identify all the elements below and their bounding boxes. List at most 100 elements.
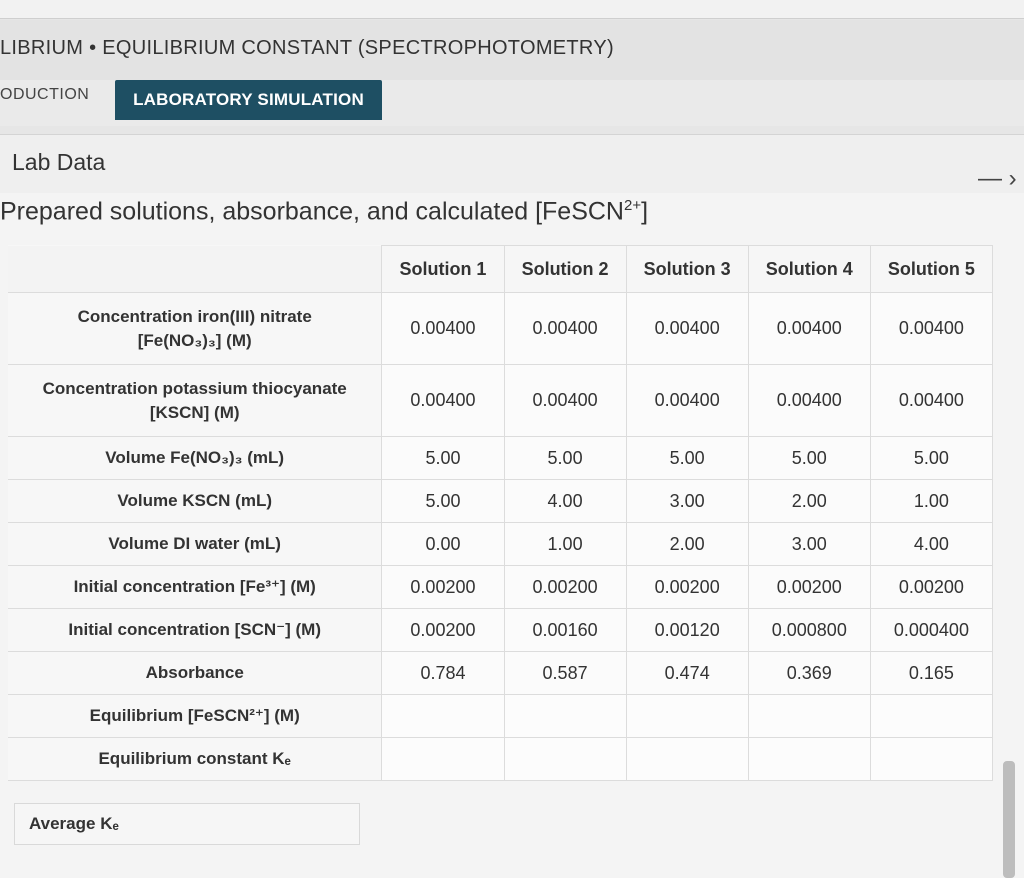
input-cell[interactable] bbox=[625, 694, 749, 738]
input-cell[interactable] bbox=[381, 694, 505, 738]
table-row: Equilibrium [FeSCN²⁺] (M) bbox=[8, 694, 994, 738]
table-row: Initial concentration [SCN⁻] (M) 0.00200 0… bbox=[8, 608, 994, 652]
lab-data-table-wrap: Solution 1 Solution 2 Solution 3 Solutio… bbox=[8, 245, 1008, 781]
value-cell: 0.00200 bbox=[503, 565, 627, 609]
row-label-sub: [Fe(NO₃)₃] (M) bbox=[137, 330, 252, 350]
input-cell[interactable] bbox=[747, 737, 871, 781]
average-kc-box[interactable]: Average Kₑ bbox=[14, 803, 360, 845]
value-cell: 0.587 bbox=[503, 651, 627, 695]
scrollbar[interactable] bbox=[1003, 761, 1015, 878]
value-cell: 0.00400 bbox=[747, 292, 871, 365]
header-corner bbox=[8, 245, 383, 293]
table-row: Volume Fe(NO₃)₃ (mL) 5.00 5.00 5.00 5.00 5.00 bbox=[8, 436, 994, 480]
row-label: Initial concentration [Fe³⁺] (M) bbox=[8, 565, 383, 609]
lab-data-panel: Lab Data — › Prepared solutions, absorba… bbox=[0, 134, 1024, 878]
value-cell: 5.00 bbox=[625, 436, 749, 480]
input-cell[interactable] bbox=[503, 694, 627, 738]
table-row: Equilibrium constant Kₑ bbox=[8, 737, 994, 781]
value-cell: 5.00 bbox=[381, 479, 505, 523]
value-cell: 0.00200 bbox=[381, 608, 505, 652]
value-cell: 1.00 bbox=[503, 522, 627, 566]
table-row: Volume DI water (mL) 0.00 1.00 2.00 3.00 4.00 bbox=[8, 522, 994, 566]
row-label: Absorbance bbox=[8, 651, 383, 695]
value-cell: 0.00 bbox=[381, 522, 505, 566]
table-body: Concentration iron(III) nitrate [Fe(NO₃)₃… bbox=[8, 292, 994, 781]
tab-introduction[interactable]: ODUCTION bbox=[0, 86, 90, 103]
value-cell: 4.00 bbox=[503, 479, 627, 523]
value-cell: 1.00 bbox=[869, 479, 994, 523]
row-label-main: Volume Fe(NO₃)₃ (mL) bbox=[105, 448, 285, 467]
row-label: Equilibrium constant Kₑ bbox=[8, 737, 383, 781]
page-title: LIBRIUM • EQUILIBRIUM CONSTANT (SPECTROP… bbox=[0, 37, 614, 59]
value-cell: 2.00 bbox=[625, 522, 749, 566]
row-label-main: Equilibrium [FeSCN²⁺] (M) bbox=[89, 706, 300, 725]
value-cell: 0.00200 bbox=[869, 565, 994, 609]
top-strip bbox=[0, 0, 1024, 19]
value-cell: 0.00200 bbox=[381, 565, 505, 609]
value-cell: 0.000800 bbox=[747, 608, 871, 652]
value-cell: 0.00400 bbox=[869, 292, 994, 365]
input-cell[interactable] bbox=[381, 737, 505, 781]
value-cell: 0.00400 bbox=[747, 364, 871, 437]
value-cell: 0.00400 bbox=[625, 292, 749, 365]
value-cell: 4.00 bbox=[869, 522, 994, 566]
input-cell[interactable] bbox=[503, 737, 627, 781]
value-cell: 0.00160 bbox=[503, 608, 627, 652]
column-header-solution-1: Solution 1 bbox=[381, 245, 505, 293]
row-label: Initial concentration [SCN⁻] (M) bbox=[8, 608, 383, 652]
value-cell: 0.474 bbox=[625, 651, 749, 695]
value-cell: 0.369 bbox=[747, 651, 871, 695]
collapse-icon[interactable]: — › bbox=[978, 165, 1017, 192]
value-cell: 0.00400 bbox=[503, 292, 627, 365]
value-cell: 5.00 bbox=[503, 436, 627, 480]
value-cell: 5.00 bbox=[869, 436, 994, 480]
column-header-solution-5: Solution 5 bbox=[869, 245, 994, 293]
title-bar: LIBRIUM • EQUILIBRIUM CONSTANT (SPECTROP… bbox=[0, 20, 1024, 80]
value-cell: 0.00200 bbox=[625, 565, 749, 609]
lab-data-table: Solution 1 Solution 2 Solution 3 Solutio… bbox=[8, 245, 994, 781]
input-cell[interactable] bbox=[747, 694, 871, 738]
value-cell: 0.00400 bbox=[381, 292, 505, 365]
average-kc-label: Average Kₑ bbox=[29, 814, 119, 833]
table-row: Absorbance 0.784 0.587 0.474 0.369 0.165 bbox=[8, 651, 994, 695]
row-label: Volume Fe(NO₃)₃ (mL) bbox=[8, 436, 383, 480]
row-label-sub: [KSCN] (M) bbox=[149, 402, 240, 422]
row-label-main: Concentration iron(III) nitrate bbox=[77, 306, 312, 326]
column-header-solution-3: Solution 3 bbox=[625, 245, 749, 293]
input-cell[interactable] bbox=[869, 737, 994, 781]
row-label-main: Absorbance bbox=[145, 663, 244, 682]
section-subtitle: Prepared solutions, absorbance, and calc… bbox=[0, 197, 649, 226]
value-cell: 3.00 bbox=[747, 522, 871, 566]
value-cell: 2.00 bbox=[747, 479, 871, 523]
panel-title: Lab Data bbox=[12, 149, 106, 175]
value-cell: 0.784 bbox=[381, 651, 505, 695]
row-label: Concentration potassium thiocyanate [KSCN… bbox=[8, 364, 383, 437]
table-header-row: Solution 1 Solution 2 Solution 3 Solutio… bbox=[8, 245, 994, 293]
table-row: Initial concentration [Fe³⁺] (M) 0.00200 0… bbox=[8, 565, 994, 609]
row-label-main: Volume DI water (mL) bbox=[108, 534, 281, 553]
tab-laboratory-simulation[interactable]: LABORATORY SIMULATION bbox=[115, 80, 382, 120]
value-cell: 0.00200 bbox=[747, 565, 871, 609]
table-row: Concentration potassium thiocyanate [KSCN… bbox=[8, 364, 994, 437]
value-cell: 0.165 bbox=[869, 651, 994, 695]
row-label-main: Volume KSCN (mL) bbox=[117, 491, 272, 510]
column-header-solution-2: Solution 2 bbox=[503, 245, 627, 293]
value-cell: 0.00400 bbox=[869, 364, 994, 437]
value-cell: 5.00 bbox=[381, 436, 505, 480]
input-cell[interactable] bbox=[869, 694, 994, 738]
value-cell: 5.00 bbox=[747, 436, 871, 480]
input-cell[interactable] bbox=[625, 737, 749, 781]
value-cell: 0.00120 bbox=[625, 608, 749, 652]
table-row: Volume KSCN (mL) 5.00 4.00 3.00 2.00 1.00 bbox=[8, 479, 994, 523]
value-cell: 0.000400 bbox=[869, 608, 994, 652]
value-cell: 0.00400 bbox=[625, 364, 749, 437]
row-label-main: Initial concentration [SCN⁻] (M) bbox=[68, 620, 322, 639]
tab-bar: ODUCTION LABORATORY SIMULATION bbox=[0, 80, 1024, 126]
panel-header: Lab Data — › bbox=[0, 135, 1024, 193]
row-label: Volume KSCN (mL) bbox=[8, 479, 383, 523]
column-header-solution-4: Solution 4 bbox=[747, 245, 871, 293]
value-cell: 3.00 bbox=[625, 479, 749, 523]
row-label: Volume DI water (mL) bbox=[8, 522, 383, 566]
table-row: Concentration iron(III) nitrate [Fe(NO₃)₃… bbox=[8, 292, 994, 365]
row-label-main: Concentration potassium thiocyanate bbox=[42, 378, 347, 398]
